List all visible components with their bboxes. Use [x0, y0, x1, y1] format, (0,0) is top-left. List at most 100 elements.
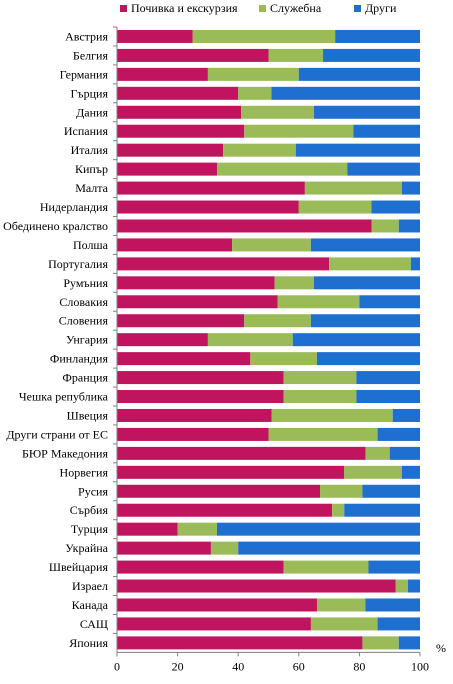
bar-segment: [232, 238, 311, 252]
legend-label-1: Почивка и екскурзия: [131, 1, 238, 15]
bar-segment: [117, 598, 317, 612]
bar-segment: [117, 238, 233, 252]
bar-segment: [117, 257, 330, 271]
bar-segment: [117, 636, 363, 650]
bar-segment: [241, 105, 314, 119]
bar-segment: [117, 276, 275, 290]
bar-segment: [244, 124, 354, 138]
category-label: Германия: [60, 67, 109, 81]
bar-segment: [377, 427, 420, 441]
bar-segment: [398, 219, 420, 233]
bar-segment: [216, 522, 420, 536]
category-label: Дания: [76, 105, 108, 119]
bar-segment: [298, 67, 420, 81]
bar-segment: [117, 295, 278, 309]
bar-segment: [371, 219, 399, 233]
x-tick-label: 20: [172, 659, 184, 673]
x-tick-label: 100: [411, 659, 429, 673]
bar-segment: [117, 541, 211, 555]
x-tick-label: 60: [293, 659, 305, 673]
bar-segment: [271, 86, 420, 100]
bar-segment: [313, 105, 420, 119]
bar-segment: [407, 579, 420, 593]
bar-segment: [216, 162, 348, 176]
bar-segment: [210, 541, 239, 555]
legend-label-3: Други: [365, 1, 397, 15]
bar-segment: [117, 124, 245, 138]
bar-segment: [362, 484, 420, 498]
bar-segment: [310, 238, 420, 252]
bar-segment: [356, 390, 420, 404]
axes: [113, 26, 421, 657]
bars: [117, 29, 420, 650]
category-label: Унгария: [66, 333, 109, 347]
bar-segment: [117, 314, 245, 328]
bar-segment: [353, 124, 420, 138]
bar-segment: [117, 579, 396, 593]
category-label: Швеция: [67, 408, 109, 422]
category-label: Други страни от ЕС: [6, 427, 108, 441]
category-label: Австрия: [65, 29, 108, 43]
bar-segment: [332, 503, 345, 517]
bar-segment: [389, 446, 420, 460]
category-label: Испания: [64, 124, 109, 138]
x-tick-label: 0: [114, 659, 120, 673]
bar-segment: [117, 371, 284, 385]
legend: Почивка и екскурзия Служебна Други: [120, 1, 397, 15]
bar-segment: [292, 333, 420, 347]
bar-segment: [117, 352, 251, 366]
bar-segment: [304, 181, 402, 195]
bar-segment: [117, 48, 269, 62]
bar-segment: [313, 276, 420, 290]
bar-segment: [117, 427, 269, 441]
x-tick-label: 80: [353, 659, 365, 673]
category-label: БЮР Македония: [22, 446, 109, 460]
category-label: Норвегия: [60, 465, 109, 479]
bar-segment: [356, 371, 420, 385]
category-label: Финландия: [50, 352, 109, 366]
bar-segment: [401, 465, 420, 479]
bar-segment: [277, 295, 360, 309]
category-label: Швейцария: [49, 560, 109, 574]
category-label: Япония: [69, 636, 108, 650]
category-label: Италия: [71, 143, 109, 157]
category-label: Обединено кралство: [3, 219, 108, 233]
category-label: Нидерландия: [40, 200, 109, 214]
bar-segment: [316, 598, 366, 612]
category-label: Словения: [59, 314, 109, 328]
bar-segment: [207, 333, 293, 347]
category-label: Малта: [75, 181, 108, 195]
legend-label-2: Служебна: [270, 1, 322, 15]
bar-segment: [392, 408, 420, 422]
bar-segment: [223, 143, 296, 157]
bar-segment: [192, 29, 336, 43]
bar-segment: [362, 636, 399, 650]
bar-segment: [117, 219, 372, 233]
bar-segment: [250, 352, 317, 366]
bar-segment: [320, 484, 363, 498]
category-label: Кипър: [75, 162, 108, 176]
category-label: Израел: [72, 579, 108, 593]
bar-segment: [395, 579, 408, 593]
bar-segment: [283, 390, 357, 404]
bar-segment: [117, 143, 224, 157]
category-label: Турция: [71, 522, 109, 536]
category-label: Полша: [73, 238, 109, 252]
category-label: САЩ: [80, 617, 108, 631]
bar-segment: [117, 67, 208, 81]
bar-segment: [117, 484, 321, 498]
category-label: Русия: [78, 484, 108, 498]
bar-segment: [271, 408, 393, 422]
bar-segment: [238, 541, 420, 555]
bar-segment: [335, 29, 420, 43]
bar-segment: [398, 636, 420, 650]
category-label: Канада: [72, 598, 109, 612]
bar-segment: [117, 200, 299, 214]
bar-segment: [117, 105, 242, 119]
bar-segment: [344, 465, 402, 479]
bar-segment: [371, 200, 420, 214]
bar-segment: [347, 162, 420, 176]
category-label: Сърбия: [70, 503, 109, 517]
legend-swatch-1: [120, 5, 127, 12]
